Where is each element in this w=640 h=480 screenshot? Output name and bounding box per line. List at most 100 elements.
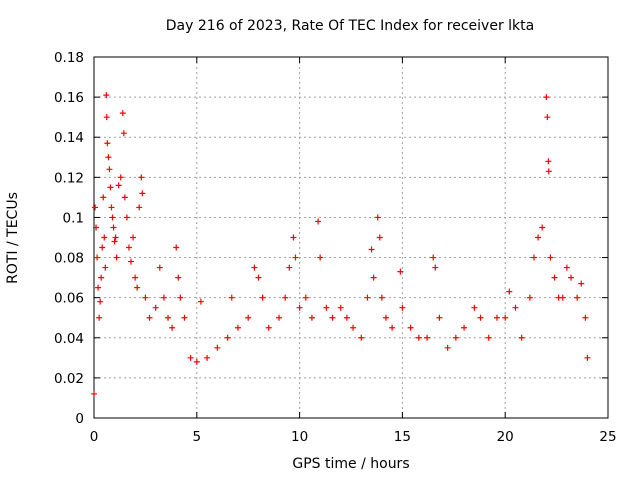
data-point xyxy=(551,274,558,281)
data-point xyxy=(368,246,375,253)
data-point xyxy=(92,204,99,211)
data-point xyxy=(146,314,153,321)
data-point xyxy=(103,92,110,99)
data-point xyxy=(111,238,118,245)
data-point xyxy=(315,218,322,225)
data-point xyxy=(545,168,552,175)
data-point xyxy=(399,304,406,311)
x-tick-label: 15 xyxy=(394,429,411,445)
data-point xyxy=(282,294,289,301)
data-point xyxy=(134,284,141,291)
data-point xyxy=(101,234,108,241)
data-point xyxy=(100,194,107,201)
data-point xyxy=(107,184,114,191)
data-point xyxy=(98,274,105,281)
data-point xyxy=(296,304,303,311)
y-tick-label: 0 xyxy=(75,411,84,427)
data-point xyxy=(343,314,350,321)
data-point xyxy=(204,354,211,361)
data-point xyxy=(105,154,112,161)
data-point xyxy=(567,274,574,281)
x-axis-label: GPS time / hours xyxy=(292,456,410,472)
data-point xyxy=(123,214,130,221)
data-point xyxy=(102,264,109,271)
y-tick-label: 0.08 xyxy=(54,251,84,267)
data-point xyxy=(255,274,262,281)
data-point xyxy=(471,304,478,311)
data-point xyxy=(424,334,431,341)
data-point xyxy=(165,314,172,321)
data-point xyxy=(91,390,97,397)
data-point xyxy=(94,254,101,261)
data-point xyxy=(430,254,437,261)
data-point xyxy=(121,194,128,201)
data-point xyxy=(175,274,182,281)
data-point xyxy=(112,234,119,241)
data-point xyxy=(535,234,542,241)
data-point xyxy=(329,314,336,321)
data-point xyxy=(103,114,110,121)
data-point xyxy=(110,224,117,231)
data-point xyxy=(181,314,188,321)
data-point xyxy=(224,334,231,341)
data-point xyxy=(364,294,371,301)
data-point xyxy=(382,314,389,321)
data-point xyxy=(323,304,330,311)
data-point xyxy=(477,314,484,321)
y-tick-label: 0.1 xyxy=(63,210,84,226)
data-point xyxy=(337,304,344,311)
data-point xyxy=(559,294,566,301)
data-point xyxy=(142,294,149,301)
data-point xyxy=(117,174,124,181)
plot-border xyxy=(93,56,609,419)
data-point xyxy=(160,294,167,301)
data-point xyxy=(544,114,551,121)
data-point xyxy=(415,334,422,341)
data-point xyxy=(193,358,200,365)
data-point xyxy=(502,314,509,321)
x-tick-label: 0 xyxy=(90,429,99,445)
data-point xyxy=(485,334,492,341)
data-point xyxy=(493,314,500,321)
data-point xyxy=(397,268,404,275)
plot-frame xyxy=(93,56,609,419)
data-point xyxy=(539,224,546,231)
data-point xyxy=(308,314,315,321)
data-point xyxy=(265,324,272,331)
y-tick-label: 0.16 xyxy=(54,90,84,106)
data-point xyxy=(128,258,135,265)
data-point xyxy=(389,324,396,331)
data-point xyxy=(444,344,451,351)
data-point xyxy=(259,294,266,301)
data-point xyxy=(461,324,468,331)
data-point xyxy=(574,294,581,301)
data-point xyxy=(582,314,589,321)
data-point xyxy=(376,234,383,241)
data-point xyxy=(109,214,116,221)
data-point xyxy=(106,166,113,173)
data-point xyxy=(245,314,252,321)
data-point xyxy=(97,298,104,305)
data-point xyxy=(93,224,100,231)
data-point xyxy=(506,288,513,295)
data-point xyxy=(177,294,184,301)
data-point xyxy=(543,94,550,101)
data-point xyxy=(119,110,126,117)
y-tick-label: 0.02 xyxy=(54,371,84,387)
data-point xyxy=(286,264,293,271)
x-tick-label: 20 xyxy=(497,429,514,445)
data-point xyxy=(115,182,122,189)
x-tick-label: 5 xyxy=(193,429,202,445)
data-point xyxy=(173,244,180,251)
data-point xyxy=(436,314,443,321)
data-point xyxy=(547,254,554,261)
grid-lines xyxy=(94,57,608,418)
data-point xyxy=(138,174,145,181)
data-point xyxy=(358,334,365,341)
data-point xyxy=(378,294,385,301)
data-point xyxy=(120,130,127,137)
data-points xyxy=(91,92,591,397)
data-point xyxy=(432,264,439,271)
data-point xyxy=(125,244,132,251)
data-point xyxy=(374,214,381,221)
